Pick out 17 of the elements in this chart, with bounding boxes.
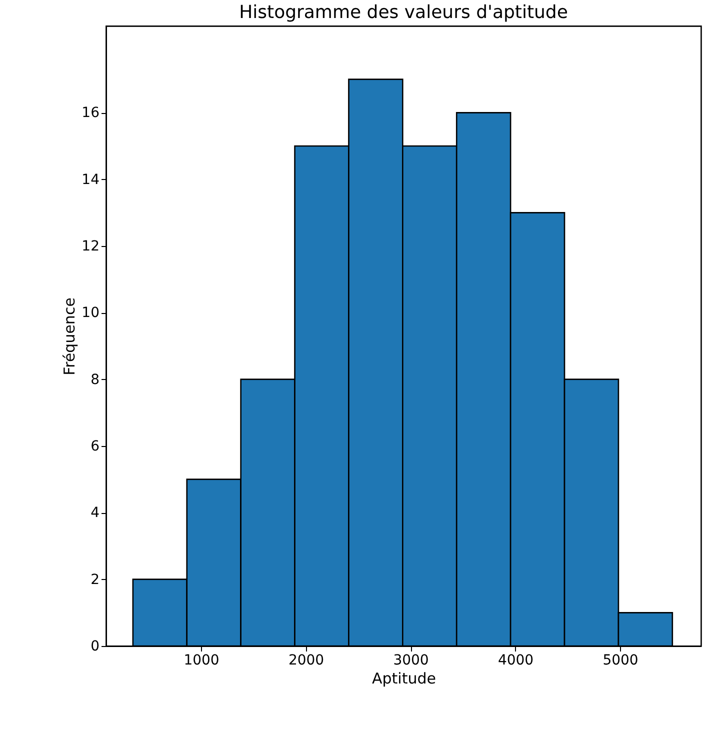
y-tick-label: 6 <box>90 438 100 454</box>
x-tick-label: 4000 <box>498 652 534 668</box>
chart-title: Histogramme des valeurs d'aptitude <box>239 2 568 23</box>
x-tick-label: 2000 <box>288 652 324 668</box>
y-tick-label: 14 <box>82 172 100 188</box>
x-tick-label: 1000 <box>184 652 220 668</box>
y-tick-label: 2 <box>90 572 100 588</box>
x-axis-title: Aptitude <box>372 670 436 688</box>
y-tick-label: 4 <box>90 505 100 522</box>
y-tick-label: 16 <box>82 105 100 122</box>
x-tick-label: 5000 <box>602 652 638 668</box>
y-tick-label: 8 <box>90 372 100 388</box>
y-axis-title: Fréquence <box>60 298 79 376</box>
x-tick-label: 3000 <box>393 652 429 668</box>
y-tick-label: 10 <box>82 305 100 322</box>
y-tick-label: 0 <box>90 638 100 654</box>
y-tick-label: 12 <box>82 238 100 254</box>
